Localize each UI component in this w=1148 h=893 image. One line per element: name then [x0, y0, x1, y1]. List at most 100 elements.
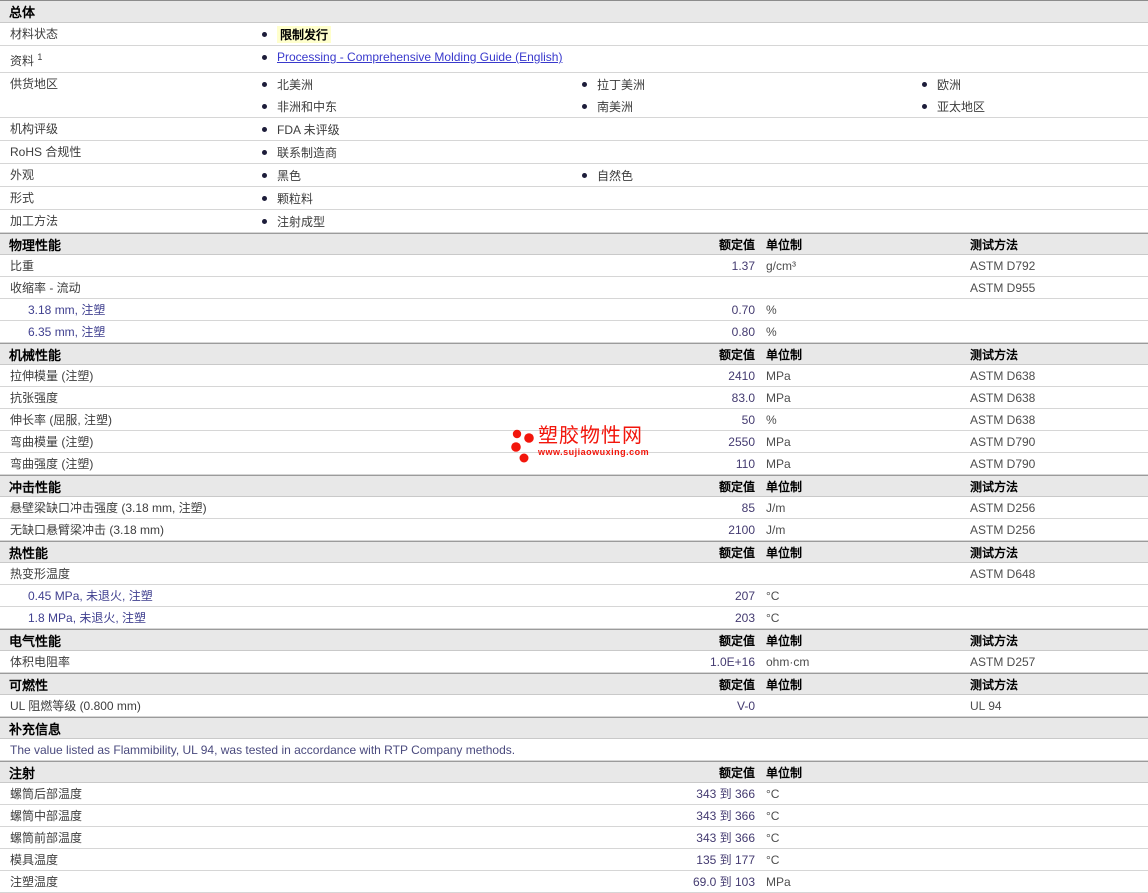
property-row: 热变形温度 ASTM D648 — [0, 563, 1148, 585]
bullet-icon — [262, 81, 267, 87]
bullet-label: FDA 未评级 — [277, 122, 340, 137]
row-label-text: 形式 — [10, 191, 35, 205]
section-header: 注射 额定值 单位制 — [0, 761, 1148, 783]
row-label: 供货地区 — [0, 73, 248, 95]
test-method: ASTM D792 — [970, 258, 1036, 273]
bullet-icon — [262, 195, 267, 201]
section-title: 可燃性 — [9, 677, 49, 693]
property-name: 伸长率 (屈服, 注塑) — [10, 413, 112, 427]
bullet-label: 颗粒料 — [277, 191, 314, 206]
col-header-value: 额定值 — [718, 347, 755, 362]
property-name: 比重 — [10, 259, 35, 273]
note-row: The value listed as Flammibility, UL 94,… — [0, 739, 1148, 761]
section-title: 冲击性能 — [9, 479, 62, 495]
property-unit: ohm·cm — [766, 654, 810, 669]
property-value: 0.80 — [731, 324, 755, 339]
property-row: 抗张强度 83.0 MPa ASTM D638 — [0, 387, 1148, 409]
property-unit: MPa — [766, 368, 791, 383]
row-label-text: 资料 — [10, 54, 35, 68]
property-value: 135 到 177 — [696, 853, 755, 867]
bullet-label: 南美洲 — [597, 99, 634, 114]
property-name: 悬壁梁缺口冲击强度 (3.18 mm, 注塑) — [10, 501, 207, 515]
bullet-column: 北美洲 非洲和中东 — [248, 73, 568, 117]
col-header-unit: 单位制 — [766, 677, 803, 692]
row-label-text: 外观 — [10, 168, 35, 182]
property-row: 注塑温度 69.0 到 103 MPa — [0, 871, 1148, 893]
property-unit: J/m — [766, 522, 786, 537]
bullet-icon — [582, 172, 587, 178]
property-row: 0.45 MPa, 未退火, 注塑 207 °C — [0, 585, 1148, 607]
col-header-unit: 单位制 — [766, 347, 803, 362]
section-title: 电气性能 — [9, 633, 62, 649]
bullet-column: 限制发行 — [248, 23, 568, 45]
property-unit: J/m — [766, 500, 786, 515]
property-row: 收缩率 - 流动 ASTM D955 — [0, 277, 1148, 299]
table-row: 加工方法 注射成型 — [0, 210, 1148, 233]
note-text: The value listed as Flammibility, UL 94,… — [10, 742, 516, 757]
bullet-column: 联系制造商 — [248, 141, 568, 163]
section-header: 物理性能 额定值 单位制 测试方法 — [0, 233, 1148, 255]
property-row: 弯曲强度 (注塑) 110 MPa ASTM D790 — [0, 453, 1148, 475]
property-value: 2410 — [728, 368, 755, 383]
property-name: 收缩率 - 流动 — [10, 281, 81, 295]
row-label-text: RoHS 合规性 — [10, 145, 82, 159]
property-name: 螺筒中部温度 — [10, 809, 83, 823]
list-item: 注射成型 — [262, 210, 568, 232]
table-row: 供货地区 北美洲 非洲和中东 拉丁美洲 南美洲 欧洲 亚太地区 — [0, 73, 1148, 118]
property-value: 50 — [741, 412, 755, 427]
col-header-value: 额定值 — [718, 633, 755, 648]
bullet-column: 自然色 — [568, 164, 908, 186]
bullet-column — [568, 118, 908, 140]
property-name: 抗张强度 — [10, 391, 59, 405]
col-header-method: 测试方法 — [970, 677, 1019, 692]
property-name: 模具温度 — [10, 853, 59, 867]
col-header-value: 额定值 — [718, 677, 755, 692]
bullet-column — [568, 210, 908, 232]
document-link[interactable]: Processing - Comprehensive Molding Guide… — [277, 50, 563, 64]
test-method: UL 94 — [970, 698, 1002, 713]
row-label-text: 供货地区 — [10, 77, 59, 91]
property-name: 6.35 mm, 注塑 — [28, 325, 106, 339]
bullet-columns: FDA 未评级 — [248, 118, 1148, 140]
bullet-column: FDA 未评级 — [248, 118, 568, 140]
bullet-icon — [262, 54, 267, 60]
property-row: 螺筒后部温度 343 到 366 °C — [0, 783, 1148, 805]
section-title: 物理性能 — [9, 237, 62, 253]
property-name: 0.45 MPa, 未退火, 注塑 — [28, 589, 153, 603]
bullet-column: 黑色 — [248, 164, 568, 186]
bullet-icon — [922, 81, 927, 87]
col-header-value: 额定值 — [718, 237, 755, 252]
section-title: 热性能 — [9, 545, 49, 561]
property-row: 无缺口悬臂梁冲击 (3.18 mm) 2100 J/m ASTM D256 — [0, 519, 1148, 541]
bullet-column — [568, 187, 908, 209]
bullet-column: Processing - Comprehensive Molding Guide… — [248, 46, 568, 68]
property-value: 1.37 — [731, 258, 755, 273]
property-row: 螺筒中部温度 343 到 366 °C — [0, 805, 1148, 827]
table-row: 形式 颗粒料 — [0, 187, 1148, 210]
property-value: 0.70 — [731, 302, 755, 317]
bullet-columns: 联系制造商 — [248, 141, 1148, 163]
bullet-columns: 颗粒料 — [248, 187, 1148, 209]
list-item: Processing - Comprehensive Molding Guide… — [262, 46, 568, 68]
property-name: 1.8 MPa, 未退火, 注塑 — [28, 611, 147, 625]
row-label: 材料状态 — [0, 23, 248, 45]
col-header-method: 测试方法 — [970, 347, 1019, 362]
test-method: ASTM D790 — [970, 434, 1036, 449]
row-label: RoHS 合规性 — [0, 141, 248, 163]
property-value: 343 到 366 — [696, 831, 755, 845]
property-value: 2100 — [728, 522, 755, 537]
list-item: 亚太地区 — [922, 95, 1148, 117]
property-unit: MPa — [766, 390, 791, 405]
list-item: 联系制造商 — [262, 141, 568, 163]
property-unit: °C — [766, 830, 780, 845]
table-row: 材料状态 限制发行 — [0, 23, 1148, 46]
bullet-icon — [262, 172, 267, 178]
property-unit: g/cm³ — [766, 258, 796, 273]
col-header-unit: 单位制 — [766, 765, 803, 780]
section-title: 补充信息 — [9, 721, 62, 737]
table-row: 资料 1 Processing - Comprehensive Molding G… — [0, 46, 1148, 73]
bullet-column: 注射成型 — [248, 210, 568, 232]
property-value: 343 到 366 — [696, 787, 755, 801]
list-item: 南美洲 — [582, 95, 908, 117]
property-name: 螺筒后部温度 — [10, 787, 83, 801]
